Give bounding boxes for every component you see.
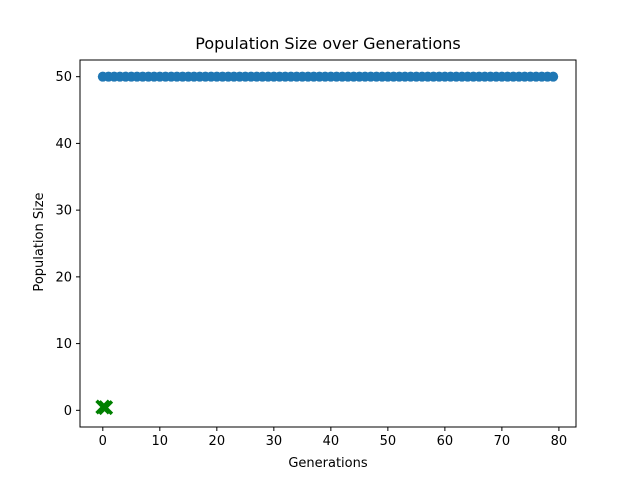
x-tick-label: 70 xyxy=(494,434,511,449)
x-tick-label: 0 xyxy=(99,434,107,449)
y-tick-label: 10 xyxy=(55,337,72,352)
y-tick-label: 20 xyxy=(55,270,72,285)
x-tick-label: 50 xyxy=(380,434,397,449)
x-axis-label: Generations xyxy=(288,456,368,471)
plot-area xyxy=(95,71,559,416)
y-tick-label: 40 xyxy=(55,137,72,152)
data-point-x-marker xyxy=(98,400,114,416)
x-tick-label: 30 xyxy=(266,434,283,449)
y-tick-label: 0 xyxy=(64,404,72,419)
x-tick-label: 20 xyxy=(209,434,226,449)
x-axis-ticks: 0 10 20 30 40 50 60 70 80 xyxy=(99,427,568,449)
y-tick-label: 50 xyxy=(55,70,72,85)
y-tick-label: 30 xyxy=(55,204,72,219)
plot-frame xyxy=(79,59,577,428)
x-tick-label: 10 xyxy=(152,434,169,449)
x-tick-label: 60 xyxy=(437,434,454,449)
chart-title: Population Size over Generations xyxy=(195,34,460,53)
x-tick-label: 40 xyxy=(323,434,340,449)
x-tick-label: 80 xyxy=(551,434,568,449)
y-axis-label: Population Size xyxy=(32,192,47,291)
data-point xyxy=(548,71,559,82)
y-axis-ticks: 0 10 20 30 40 50 xyxy=(55,70,80,419)
